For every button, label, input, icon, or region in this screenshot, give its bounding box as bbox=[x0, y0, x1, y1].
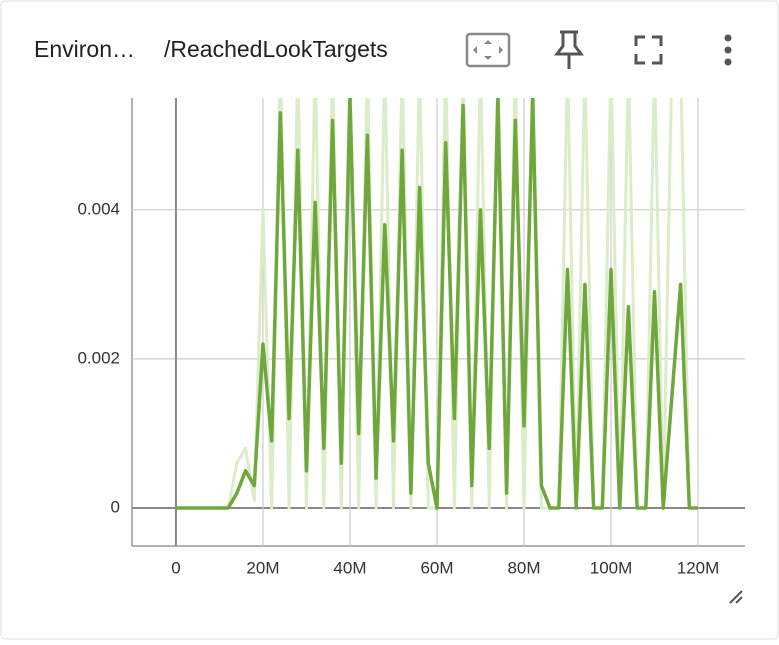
card-title-prefix: Environ… bbox=[34, 36, 135, 62]
more-menu-button[interactable] bbox=[724, 34, 732, 66]
x-tick-label: 60M bbox=[420, 558, 453, 577]
y-tick-label: 0.004 bbox=[77, 199, 120, 218]
x-tick-label: 40M bbox=[333, 558, 366, 577]
plot-area bbox=[132, 98, 745, 546]
resize-handle[interactable] bbox=[729, 590, 743, 604]
x-tick-label: 80M bbox=[507, 558, 540, 577]
fit-domain-button[interactable] bbox=[465, 32, 511, 68]
y-tick-label: 0 bbox=[111, 497, 120, 516]
series-line bbox=[175, 98, 699, 510]
card-title: /ReachedLookTargets bbox=[164, 36, 388, 62]
pin-button[interactable] bbox=[554, 30, 584, 69]
y-tick-label: 0.002 bbox=[77, 348, 120, 367]
fullscreen-button[interactable] bbox=[634, 35, 663, 65]
x-tick-label: 0 bbox=[171, 558, 180, 577]
x-tick-label: 100M bbox=[590, 558, 633, 577]
x-tick-label: 120M bbox=[677, 558, 720, 577]
x-tick-label: 20M bbox=[246, 558, 279, 577]
